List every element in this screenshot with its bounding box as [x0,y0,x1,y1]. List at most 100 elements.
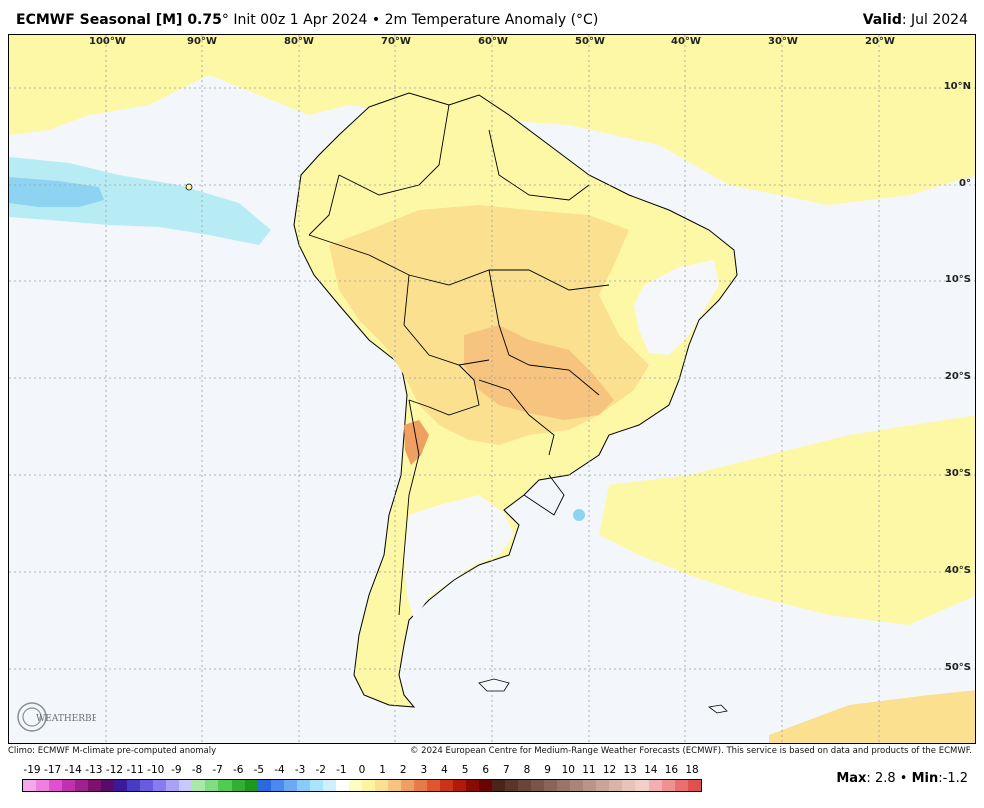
colorbar-tick-label: 8 [523,764,531,776]
galapagos-islands [185,183,193,191]
colorbar-swatch [166,780,180,791]
colorbar-tick-label: -19 [23,764,41,776]
country-borders [308,104,610,616]
colorbar-labels: -19 -17 -14 -13 -12 -11 -10 -9 -8 -7 -6 -5 -4 -3 -2 -1 0… [22,764,702,778]
colorbar-swatch [296,780,310,791]
min-value: -1.2 [942,771,968,786]
colorbar-swatch [257,780,271,791]
colorbar-swatch [518,780,532,791]
longitude-label: 60°W [478,36,508,47]
colorbar-tick-label: -7 [212,764,223,776]
colorbar-swatch [244,780,258,791]
colorbar-swatch [400,780,414,791]
latitude-label: 50°S [944,662,971,673]
colorbar-swatch [583,780,597,791]
latitude-label: 20°S [944,371,971,382]
colorbar-tick-label: 11 [582,764,596,776]
svg-text:WEATHERBELL: WEATHERBELL [36,714,96,724]
max-value: 2.8 [874,771,896,786]
colorbar-swatch [479,780,493,791]
colorbar-swatch [387,780,401,791]
colorbar-swatch [114,780,128,791]
longitude-label: 30°W [768,36,798,47]
longitude-label: 70°W [381,36,411,47]
colorbar-swatch [49,780,63,791]
colorbar-swatch [413,780,427,791]
colorbar-swatch [335,780,349,791]
colorbar-tick-label: -12 [105,764,124,776]
neutral-patagonia [404,495,514,620]
colorbar-swatch [544,780,558,791]
colorbar-tick-label: 9 [544,764,551,776]
neutral-northeast [634,260,719,355]
colorbar-tick-label: 16 [664,764,679,776]
latitude-label: 40°S [944,565,971,576]
colorbar-swatch [466,780,480,791]
colorbar-swatch [596,780,610,791]
colorbar-tick-label: -5 [253,764,265,776]
colorbar-tick-label: 0 [358,764,366,776]
colorbar-swatch [322,780,336,791]
init-time: Init 00z 1 Apr 2024 [233,12,368,28]
colorbar-swatch [440,780,454,791]
longitude-label: 80°W [284,36,314,47]
colorbar-swatch [453,780,467,791]
colorbar-swatch [648,780,662,791]
colorbar-tick-label: 2 [399,764,407,776]
colorbar-swatch [218,780,232,791]
graticule [9,35,975,743]
colorbar-swatch [140,780,154,791]
colorbar-tick-label: 18 [685,764,699,776]
anomaly-map[interactable]: 100°W 90°W 80°W 70°W 60°W 50°W 40°W 30°W… [8,34,976,744]
colorbar-tick-label: -4 [274,764,285,776]
valid-date: Valid: Jul 2024 [862,12,968,28]
model-name: ECMWF Seasonal [M] 0.75 [16,12,222,28]
colorbar-swatch [75,780,89,791]
map-title: ECMWF Seasonal [M] 0.75° Init 00z 1 Apr … [16,12,599,28]
colorbar-tick-label: 1 [379,764,386,776]
anomaly-warm-hot-spot [464,325,614,420]
colorbar-swatch [231,780,245,791]
colorbar-swatch [62,780,76,791]
colorbar-tick-label: -11 [126,764,144,776]
anomaly-warm-north [9,35,975,205]
colorbar-swatch [101,780,115,791]
colorbar-swatch [36,780,50,791]
colorbar-tick-label: 5 [461,764,469,776]
colorbar-tick-label: -13 [85,764,103,776]
colorbar-swatch [622,780,636,791]
colorbar-swatch [687,780,701,791]
colorbar-swatch [348,780,362,791]
colorbar-tick-label: -10 [147,764,165,776]
colorbar-tick-label: -3 [294,764,306,776]
anomaly-warm-south-atlantic [599,415,975,625]
colorbar-swatch [426,780,440,791]
colorbar-tick-label: 3 [420,764,428,776]
colorbar-swatch [283,780,297,791]
copyright-note: © 2024 European Centre for Medium-Range … [409,746,972,756]
anomaly-warm-far-south [769,690,975,743]
falkland-islands [478,678,510,692]
colorbar-tick-label: 7 [503,764,510,776]
colorbar-tick-label: -2 [315,764,326,776]
colorbar-swatch [374,780,388,791]
weatherbell-logo: WEATHERBELL [17,702,96,732]
longitude-label: 20°W [865,36,895,47]
colorbar-tick-label: -9 [171,764,182,776]
latitude-label: 30°S [944,468,971,479]
colorbar-swatch [127,780,141,791]
colorbar-swatch [635,780,649,791]
longitude-label: 90°W [187,36,217,47]
colorbar-tick-label: 12 [602,764,617,776]
field-name: 2m Temperature Anomaly ( [384,12,577,28]
latitude-label: 10°N [943,81,971,92]
latitude-label: 10°S [944,274,971,285]
colorbar-tick-label: 13 [623,764,637,776]
unit-label: °C [576,12,593,28]
latitude-label: 0° [959,178,971,189]
longitude-label: 100°W [89,36,126,47]
colorbar-swatch [505,780,519,791]
colorbar-tick-label: -17 [44,764,62,776]
colorbar-swatch [205,780,219,791]
colorbar-tick-label: 4 [441,764,448,776]
